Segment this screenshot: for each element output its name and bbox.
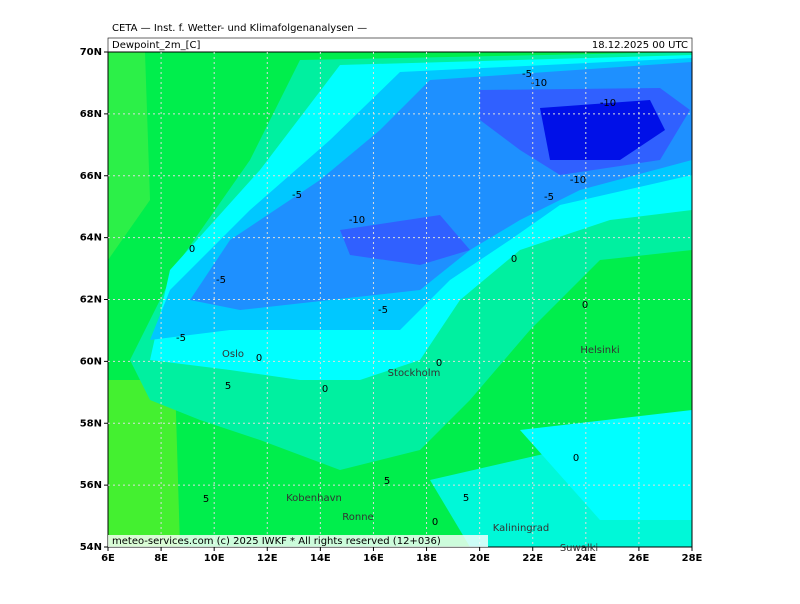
contour-label: -10 — [349, 215, 365, 226]
footer-box — [108, 535, 488, 547]
lon-label: 20E — [469, 553, 490, 564]
lat-label: 70N — [80, 47, 102, 58]
contour-label: 5 — [203, 494, 209, 505]
shade-lime — [108, 380, 180, 547]
contour-label: -5 — [544, 192, 554, 203]
lon-label: 16E — [363, 553, 384, 564]
contour-label: -5 — [292, 190, 302, 201]
lat-label: 54N — [80, 542, 102, 553]
contour-label: -5 — [522, 69, 532, 80]
lat-label: 58N — [80, 418, 102, 429]
contour-label: -5 — [378, 305, 388, 316]
lon-label: 10E — [204, 553, 225, 564]
lon-label: 18E — [416, 553, 437, 564]
place-label: Suwalki — [560, 543, 598, 554]
contour-label: 5 — [384, 476, 390, 487]
shade-lime-n — [108, 52, 150, 260]
place-label: Helsinki — [580, 345, 619, 356]
contour-label: -10 — [600, 98, 616, 109]
lon-label: 28E — [682, 553, 703, 564]
place-label: Kaliningrad — [493, 523, 549, 534]
lat-label: 56N — [80, 480, 102, 491]
lon-label: 24E — [575, 553, 596, 564]
footer: meteo-services.com (c) 2025 IWKF * All r… — [112, 536, 441, 547]
institute-title: CETA — Inst. f. Wetter- und Klimafolgena… — [112, 23, 367, 34]
field-shading — [108, 52, 692, 547]
place-label: Ronne — [342, 512, 373, 523]
shade-darkblue-2 — [340, 215, 470, 265]
valid-time: 18.12.2025 00 UTC — [592, 40, 688, 51]
lat-label: 68N — [80, 109, 102, 120]
contour-label: 0 — [322, 384, 328, 395]
place-label: Stockholm — [388, 368, 441, 379]
lon-label: 22E — [522, 553, 543, 564]
lon-label: 14E — [310, 553, 331, 564]
contour-label: 0 — [256, 353, 262, 364]
contour-label: -5 — [216, 275, 226, 286]
place-label: Oslo — [222, 349, 244, 360]
lon-label: 26E — [629, 553, 650, 564]
contour-label: -10 — [531, 78, 547, 89]
contour-label: 0 — [582, 300, 588, 311]
contour-label: -5 — [176, 333, 186, 344]
field-title: Dewpoint_2m_[C] — [112, 40, 201, 51]
contour-label: 5 — [225, 381, 231, 392]
contour-label: 5 — [463, 493, 469, 504]
place-label: Kobenhavn — [286, 493, 342, 504]
contour-label: 0 — [432, 517, 438, 528]
shade-deepblue — [540, 100, 665, 160]
lat-label: 64N — [80, 233, 102, 244]
shade-cyan-s — [520, 410, 692, 520]
contour-label: 0 — [436, 358, 442, 369]
contour-label: 0 — [511, 254, 517, 265]
contour-label: -10 — [570, 175, 586, 186]
contour-label: 0 — [189, 244, 195, 255]
lon-label: 6E — [101, 553, 115, 564]
contour-label: 0 — [573, 453, 579, 464]
lat-label: 66N — [80, 171, 102, 182]
lat-label: 60N — [80, 356, 102, 367]
lat-label: 62N — [80, 295, 102, 306]
lon-label: 8E — [154, 553, 168, 564]
lon-label: 12E — [257, 553, 278, 564]
